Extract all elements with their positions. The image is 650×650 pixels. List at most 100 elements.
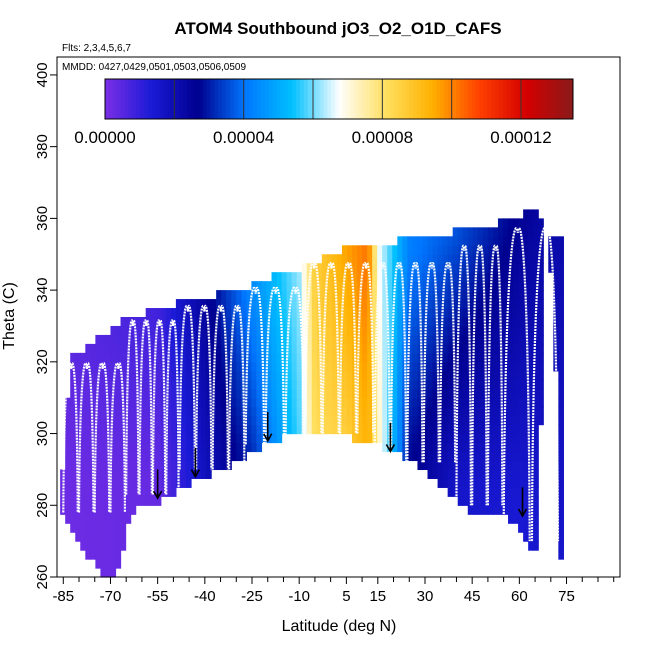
heatmap-cell	[241, 397, 247, 408]
heatmap-cell	[185, 478, 192, 488]
heatmap-cell	[437, 442, 444, 453]
heatmap-cell	[346, 343, 353, 354]
heatmap-cell	[372, 254, 378, 264]
heatmap-cell	[150, 433, 157, 444]
heatmap-cell	[256, 343, 263, 354]
heatmap-cell	[125, 325, 132, 336]
heatmap-cell	[201, 388, 207, 399]
heatmap-cell	[231, 370, 237, 381]
heatmap-cell	[558, 317, 564, 327]
heatmap-cell	[170, 308, 177, 318]
heatmap-cell	[85, 415, 91, 426]
heatmap-cell	[427, 343, 434, 354]
heatmap-cell	[447, 487, 454, 497]
heatmap-cell	[65, 397, 71, 408]
heatmap-cell	[372, 281, 378, 291]
heatmap-cell	[397, 308, 403, 318]
heatmap-cell	[442, 451, 449, 462]
heatmap-cell	[281, 406, 288, 417]
heatmap-cell	[402, 317, 408, 327]
heatmap-cell	[145, 424, 152, 435]
x-tick-label: -55	[147, 588, 169, 605]
heatmap-cell	[110, 559, 117, 569]
heatmap-cell	[241, 442, 247, 453]
colorbar-swatch	[452, 79, 457, 119]
heatmap-cell	[407, 433, 414, 444]
heatmap-cell	[452, 236, 459, 246]
heatmap-cell	[467, 290, 474, 300]
heatmap-cell	[513, 478, 519, 488]
heatmap-cell	[170, 352, 177, 363]
heatmap-cell	[447, 281, 454, 291]
heatmap-cell	[432, 361, 439, 372]
heatmap-cell	[472, 478, 479, 488]
heatmap-cell	[477, 308, 484, 318]
heatmap-cell	[346, 299, 353, 309]
heatmap-cell	[291, 406, 298, 417]
heatmap-cell	[492, 308, 499, 318]
heatmap-cell	[382, 272, 388, 282]
heatmap-cell	[80, 388, 86, 399]
heatmap-cell	[306, 415, 313, 426]
colorbar-swatch	[440, 79, 445, 119]
heatmap-cell	[246, 317, 252, 327]
tropopause-arrow	[385, 422, 396, 454]
heatmap-cell	[422, 397, 429, 408]
heatmap-cell	[367, 317, 373, 327]
heatmap-cell	[201, 343, 207, 354]
heatmap-cell	[236, 361, 242, 372]
colorbar-swatch	[323, 79, 328, 119]
colorbar-swatch	[264, 79, 270, 119]
heatmap-cell	[497, 487, 504, 497]
heatmap-cell	[165, 451, 172, 462]
heatmap-cell	[306, 388, 313, 399]
heatmap-cell	[251, 370, 258, 381]
heatmap-cell	[231, 343, 237, 354]
heatmap-cell	[382, 397, 388, 408]
heatmap-cell	[417, 334, 424, 345]
heatmap-cell	[140, 406, 147, 417]
heatmap-cell	[281, 334, 288, 345]
heatmap-cell	[331, 317, 338, 327]
heatmap-cell	[95, 559, 101, 569]
heatmap-cell	[165, 317, 172, 327]
heatmap-cell	[457, 424, 464, 435]
heatmap-cell	[407, 388, 414, 399]
heatmap-cell	[357, 254, 363, 264]
heatmap-cell	[367, 343, 373, 354]
heatmap-cell	[362, 424, 368, 435]
heatmap-cell	[518, 388, 524, 399]
colorbar-swatch	[167, 79, 172, 119]
heatmap-cell	[271, 325, 278, 336]
heatmap-cell	[497, 433, 504, 444]
heatmap-cell	[533, 487, 539, 497]
heatmap-cell	[447, 370, 454, 381]
heatmap-cell	[492, 272, 499, 282]
heatmap-cell	[246, 343, 252, 354]
heatmap-cell	[80, 469, 86, 479]
heatmap-cell	[392, 254, 398, 264]
heatmap-cell	[362, 299, 368, 309]
heatmap-cell	[462, 496, 469, 506]
heatmap-cell	[538, 415, 544, 426]
heatmap-cell	[412, 334, 419, 345]
heatmap-cell	[417, 236, 424, 246]
heatmap-cell	[100, 451, 107, 462]
heatmap-cell	[523, 272, 529, 282]
heatmap-cell	[296, 424, 303, 435]
heatmap-cell	[95, 514, 101, 524]
heatmap-cell	[180, 334, 187, 345]
heatmap-cell	[326, 281, 333, 291]
heatmap-cell	[65, 505, 71, 515]
heatmap-cell	[452, 343, 459, 354]
heatmap-cell	[185, 352, 192, 363]
heatmap-cell	[336, 281, 343, 291]
heatmap-cell	[211, 299, 217, 309]
heatmap-cell	[533, 415, 539, 426]
heatmap-cell	[558, 478, 564, 488]
heatmap-cell	[528, 317, 534, 327]
heatmap-cell	[362, 290, 368, 300]
heatmap-cell	[266, 361, 273, 372]
heatmap-cell	[422, 361, 429, 372]
heatmap-cell	[236, 388, 242, 399]
